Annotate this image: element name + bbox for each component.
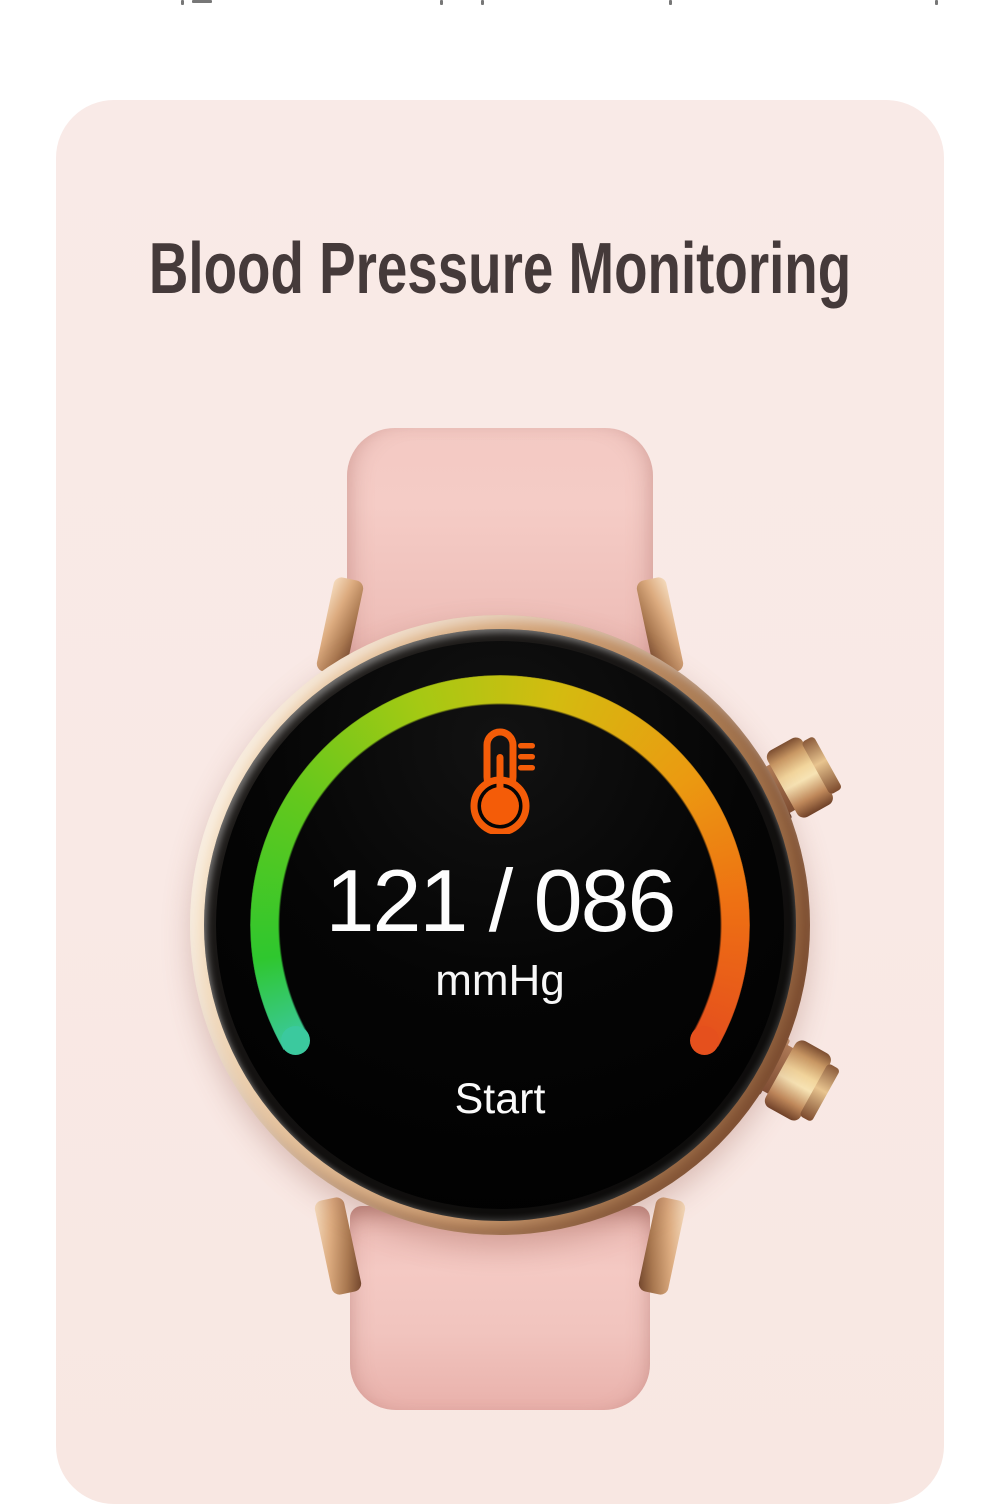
- watch-band-bottom: [350, 1206, 650, 1410]
- clipped-text-artifact: [440, 0, 443, 5]
- gauge-end-cap-green: [281, 1026, 310, 1055]
- section-header: Blood Pressure Monitoring: [0, 233, 1000, 305]
- bp-unit-label: mmHg: [435, 956, 565, 1005]
- clipped-text-artifact: [181, 0, 184, 5]
- start-button-label: Start: [454, 1075, 546, 1123]
- gauge-end-cap-orange: [690, 1026, 719, 1055]
- bp-reading-value: 121 / 086: [325, 851, 677, 950]
- page-title: Blood Pressure Monitoring: [148, 229, 852, 309]
- clipped-text-artifact: [481, 0, 484, 5]
- clipped-text-artifact: [935, 0, 938, 5]
- clipped-text-artifact: [669, 0, 672, 5]
- clipped-text-artifact: [192, 0, 212, 3]
- thermometer-gauge-icon: [470, 728, 535, 834]
